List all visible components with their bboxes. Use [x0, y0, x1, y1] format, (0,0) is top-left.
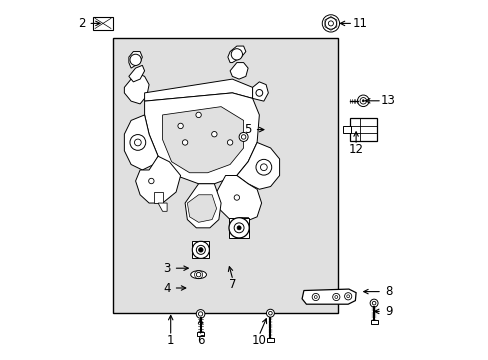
Circle shape	[228, 218, 249, 238]
Bar	[192, 241, 209, 258]
Bar	[349, 118, 376, 141]
Circle shape	[148, 178, 154, 184]
Circle shape	[198, 248, 203, 252]
Circle shape	[196, 246, 205, 255]
Circle shape	[182, 140, 187, 145]
Circle shape	[196, 273, 201, 277]
Bar	[370, 320, 377, 324]
Circle shape	[369, 299, 377, 307]
Text: 1: 1	[166, 334, 174, 347]
Bar	[113, 38, 337, 313]
Text: 12: 12	[348, 143, 363, 156]
Circle shape	[237, 226, 241, 230]
Bar	[343, 126, 350, 133]
Text: 4: 4	[163, 282, 170, 294]
Text: 10: 10	[251, 334, 266, 347]
Circle shape	[314, 296, 317, 298]
Circle shape	[130, 54, 141, 66]
Circle shape	[362, 100, 364, 102]
Circle shape	[231, 49, 242, 60]
Circle shape	[134, 139, 141, 146]
Polygon shape	[185, 184, 221, 228]
Circle shape	[241, 135, 245, 139]
Circle shape	[332, 293, 339, 301]
Polygon shape	[158, 203, 167, 211]
Bar	[197, 332, 204, 336]
Circle shape	[344, 293, 351, 300]
Circle shape	[130, 135, 145, 150]
Polygon shape	[230, 63, 247, 79]
Circle shape	[346, 295, 349, 298]
Circle shape	[196, 310, 204, 318]
Polygon shape	[216, 176, 261, 222]
Text: 8: 8	[384, 285, 391, 298]
Polygon shape	[135, 156, 180, 203]
Bar	[228, 218, 249, 238]
Circle shape	[227, 140, 232, 145]
Circle shape	[328, 21, 333, 26]
Text: 6: 6	[197, 334, 204, 347]
Text: 9: 9	[384, 305, 391, 318]
Circle shape	[196, 112, 201, 118]
Circle shape	[357, 95, 368, 107]
Polygon shape	[128, 66, 144, 82]
Circle shape	[334, 296, 337, 298]
Circle shape	[234, 223, 244, 233]
Circle shape	[234, 195, 239, 200]
Text: 11: 11	[351, 17, 366, 30]
Circle shape	[322, 15, 339, 32]
Circle shape	[371, 301, 375, 305]
Circle shape	[260, 164, 266, 171]
Circle shape	[178, 123, 183, 129]
Polygon shape	[236, 143, 279, 189]
Circle shape	[211, 131, 217, 137]
Text: 5: 5	[244, 123, 251, 136]
Text: 13: 13	[380, 94, 395, 107]
Polygon shape	[163, 107, 243, 173]
Polygon shape	[252, 82, 268, 101]
Polygon shape	[144, 79, 252, 101]
Circle shape	[359, 98, 366, 104]
Circle shape	[239, 132, 247, 141]
Polygon shape	[144, 93, 259, 184]
Text: 3: 3	[163, 262, 170, 275]
Polygon shape	[124, 73, 149, 104]
Bar	[266, 338, 273, 342]
Polygon shape	[128, 51, 142, 68]
Circle shape	[311, 293, 319, 301]
Circle shape	[192, 241, 209, 258]
Circle shape	[325, 18, 336, 29]
Ellipse shape	[190, 271, 206, 279]
Circle shape	[255, 159, 271, 175]
Circle shape	[198, 312, 203, 316]
Polygon shape	[187, 195, 216, 222]
Polygon shape	[239, 217, 247, 222]
Polygon shape	[153, 192, 163, 203]
Bar	[93, 17, 113, 30]
Circle shape	[255, 90, 262, 96]
Polygon shape	[302, 289, 355, 304]
Text: 2: 2	[78, 17, 85, 30]
Text: 7: 7	[229, 278, 236, 291]
Polygon shape	[124, 115, 158, 170]
Circle shape	[266, 309, 274, 317]
Polygon shape	[227, 46, 245, 63]
Circle shape	[268, 311, 272, 315]
